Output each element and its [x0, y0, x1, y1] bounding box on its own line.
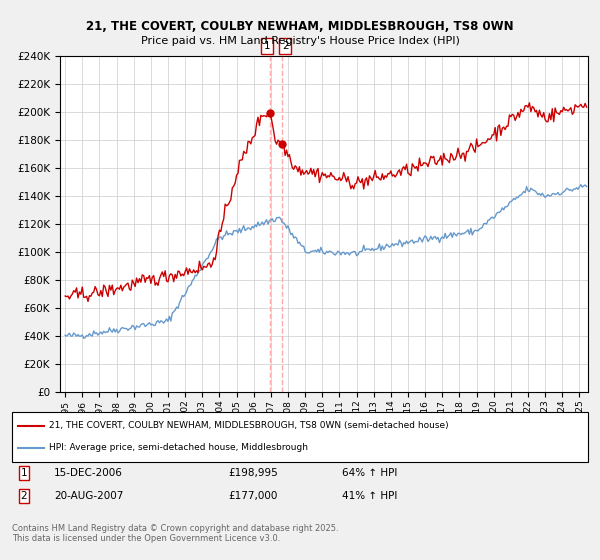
Text: Price paid vs. HM Land Registry's House Price Index (HPI): Price paid vs. HM Land Registry's House … — [140, 36, 460, 46]
Text: Contains HM Land Registry data © Crown copyright and database right 2025.
This d: Contains HM Land Registry data © Crown c… — [12, 524, 338, 543]
Text: 21, THE COVERT, COULBY NEWHAM, MIDDLESBROUGH, TS8 0WN: 21, THE COVERT, COULBY NEWHAM, MIDDLESBR… — [86, 20, 514, 32]
Text: 15-DEC-2006: 15-DEC-2006 — [54, 468, 123, 478]
FancyBboxPatch shape — [12, 412, 588, 462]
Text: 41% ↑ HPI: 41% ↑ HPI — [342, 491, 397, 501]
Text: 2: 2 — [282, 41, 289, 51]
Text: 2: 2 — [20, 491, 28, 501]
Text: £198,995: £198,995 — [228, 468, 278, 478]
Text: 1: 1 — [20, 468, 28, 478]
Text: 64% ↑ HPI: 64% ↑ HPI — [342, 468, 397, 478]
Text: 21, THE COVERT, COULBY NEWHAM, MIDDLESBROUGH, TS8 0WN (semi-detached house): 21, THE COVERT, COULBY NEWHAM, MIDDLESBR… — [49, 421, 449, 430]
Text: £177,000: £177,000 — [228, 491, 277, 501]
Text: 1: 1 — [263, 41, 270, 51]
Text: 20-AUG-2007: 20-AUG-2007 — [54, 491, 124, 501]
Text: HPI: Average price, semi-detached house, Middlesbrough: HPI: Average price, semi-detached house,… — [49, 444, 308, 452]
